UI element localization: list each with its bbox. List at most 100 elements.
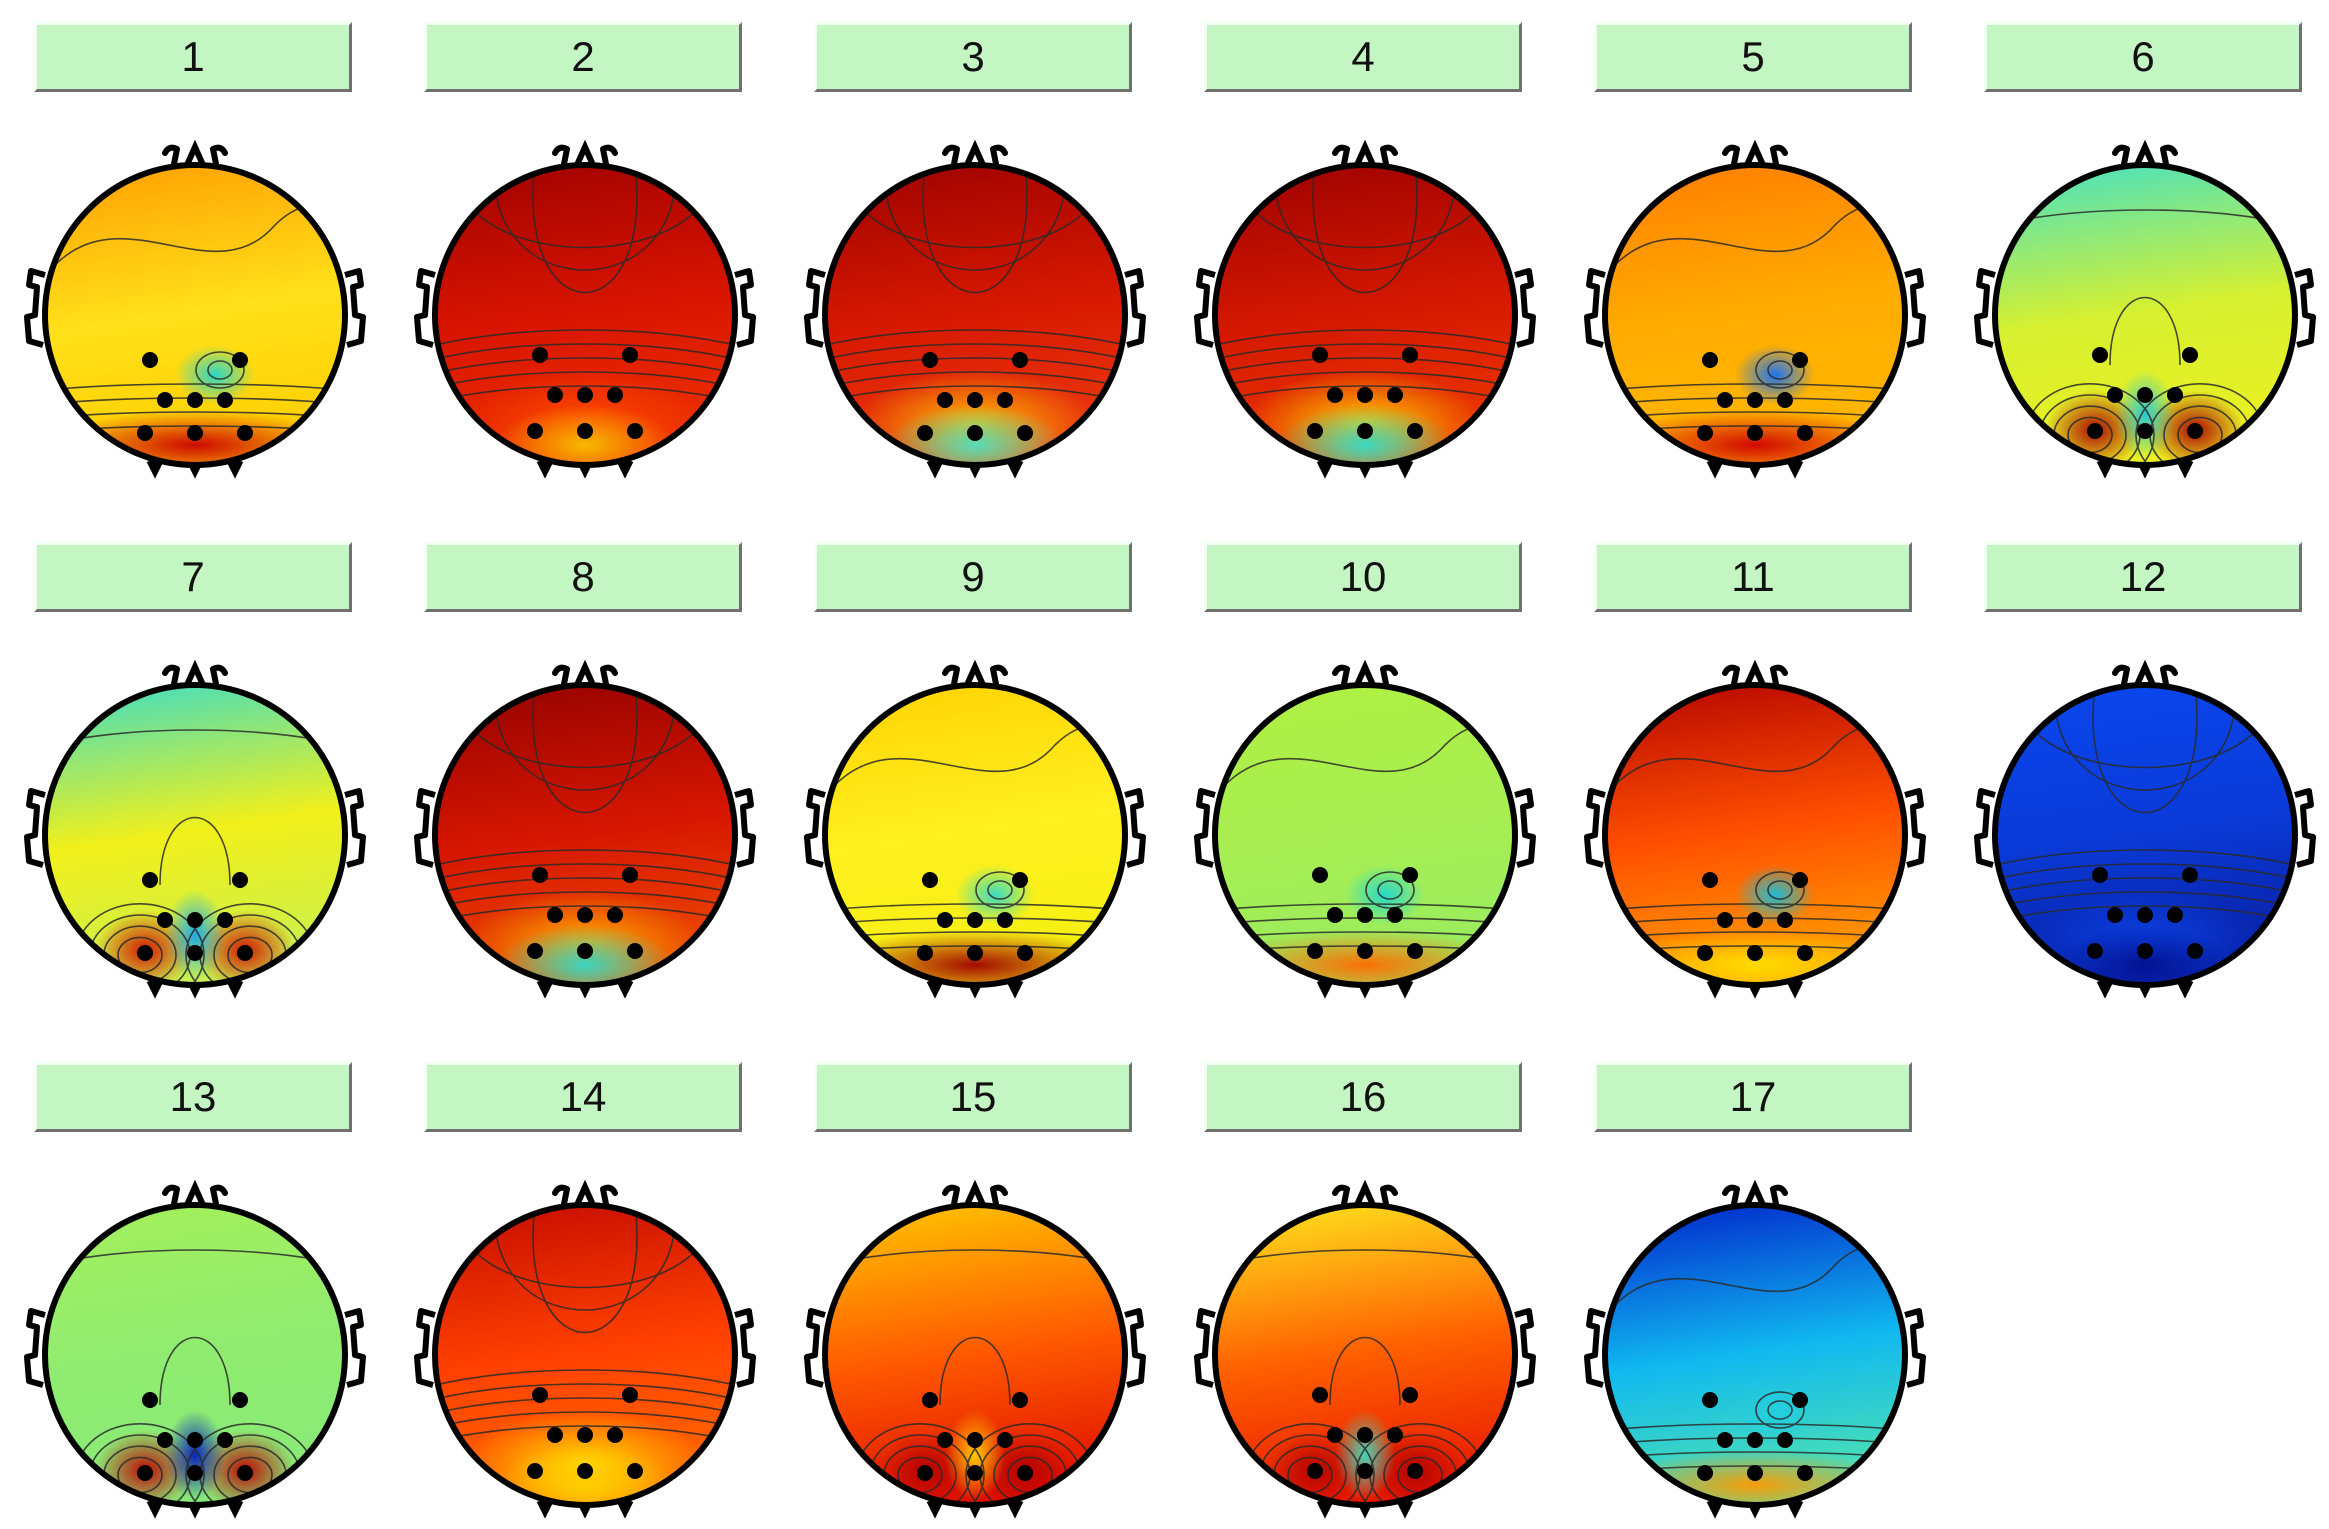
topographic-map xyxy=(804,139,1146,479)
electrode-marker xyxy=(2087,943,2103,959)
electrode-marker xyxy=(577,1463,593,1479)
right-ear-icon xyxy=(1514,788,1536,868)
electrode-marker xyxy=(532,347,548,363)
left-ear-icon xyxy=(1584,268,1606,348)
electrode-marker xyxy=(1747,425,1763,441)
head-outline xyxy=(432,162,738,468)
left-ear-icon xyxy=(414,1308,436,1388)
component-label-button[interactable]: 9 xyxy=(814,542,1132,612)
electrode-marker xyxy=(622,1387,638,1403)
electrode-marker xyxy=(1357,423,1373,439)
electrode-marker xyxy=(1697,1465,1713,1481)
electrode-marker xyxy=(577,907,593,923)
component-cell: 8 xyxy=(390,520,780,999)
electrode-marker xyxy=(1402,1387,1418,1403)
component-label-button[interactable]: 2 xyxy=(424,22,742,92)
right-ear-icon xyxy=(1124,268,1146,348)
electrode-marker xyxy=(2137,423,2153,439)
electrode-marker xyxy=(1012,872,1028,888)
electrode-marker xyxy=(2107,907,2123,923)
component-label-button[interactable]: 12 xyxy=(1984,542,2302,612)
electrode-marker xyxy=(2182,867,2198,883)
left-ear-icon xyxy=(414,788,436,868)
component-label-button[interactable]: 10 xyxy=(1204,542,1522,612)
electrode-marker xyxy=(2187,423,2203,439)
electrode-marker xyxy=(1702,872,1718,888)
right-ear-icon xyxy=(1904,268,1926,348)
electrode-marker xyxy=(577,423,593,439)
electrode-marker xyxy=(137,425,153,441)
component-label-button[interactable]: 16 xyxy=(1204,1062,1522,1132)
electrode-marker xyxy=(577,387,593,403)
electrode-marker xyxy=(187,392,203,408)
component-label-button[interactable]: 14 xyxy=(424,1062,742,1132)
electrode-marker xyxy=(1357,907,1373,923)
electrode-marker xyxy=(2137,907,2153,923)
component-cell: 14 xyxy=(390,1040,780,1519)
electrode-marker xyxy=(232,1392,248,1408)
electrode-marker xyxy=(1357,1427,1373,1443)
electrode-marker xyxy=(1327,1427,1343,1443)
electrode-marker xyxy=(217,1432,233,1448)
electrode-marker xyxy=(1797,425,1813,441)
electrode-marker xyxy=(187,1432,203,1448)
component-label-button[interactable]: 1 xyxy=(34,22,352,92)
electrode-marker xyxy=(1702,352,1718,368)
left-ear-icon xyxy=(1584,1308,1606,1388)
component-label-button[interactable]: 3 xyxy=(814,22,1132,92)
electrode-marker xyxy=(967,392,983,408)
component-label-button[interactable]: 11 xyxy=(1594,542,1912,612)
electrode-marker xyxy=(1327,907,1343,923)
electrode-marker xyxy=(1747,912,1763,928)
electrode-marker xyxy=(532,1387,548,1403)
component-label-button[interactable]: 7 xyxy=(34,542,352,612)
nose-icon xyxy=(162,139,228,172)
topographic-map xyxy=(24,1179,366,1519)
head-outline xyxy=(822,162,1128,468)
topographic-map xyxy=(1194,659,1536,999)
right-ear-icon xyxy=(344,268,366,348)
topographic-map xyxy=(414,1179,756,1519)
component-label-button[interactable]: 13 xyxy=(34,1062,352,1132)
electrode-marker xyxy=(2087,423,2103,439)
electrode-marker xyxy=(1747,1465,1763,1481)
head-outline xyxy=(1212,1202,1518,1508)
component-label-button[interactable]: 5 xyxy=(1594,22,1912,92)
topographic-map xyxy=(1584,659,1926,999)
head-outline xyxy=(822,682,1128,988)
electrode-marker xyxy=(922,352,938,368)
component-label-button[interactable]: 17 xyxy=(1594,1062,1912,1132)
component-label-button[interactable]: 4 xyxy=(1204,22,1522,92)
electrode-marker xyxy=(627,1463,643,1479)
component-label-button[interactable]: 8 xyxy=(424,542,742,612)
electrode-marker xyxy=(1792,1392,1808,1408)
electrode-marker xyxy=(922,872,938,888)
nose-icon xyxy=(552,1179,618,1212)
right-ear-icon xyxy=(1124,1308,1146,1388)
nose-icon xyxy=(2112,139,2178,172)
electrode-marker xyxy=(217,392,233,408)
component-label-button[interactable]: 15 xyxy=(814,1062,1132,1132)
head-outline xyxy=(1992,682,2298,988)
component-cell: 5 xyxy=(1560,0,1950,479)
left-ear-icon xyxy=(24,268,46,348)
electrode-marker xyxy=(967,1432,983,1448)
topographic-map xyxy=(804,659,1146,999)
nose-icon xyxy=(552,659,618,692)
electrode-marker xyxy=(1307,943,1323,959)
nose-icon xyxy=(1722,139,1788,172)
nose-icon xyxy=(162,659,228,692)
topographic-map xyxy=(804,1179,1146,1519)
topographic-map xyxy=(1584,139,1926,479)
nose-icon xyxy=(552,139,618,172)
electrode-marker xyxy=(2092,347,2108,363)
left-ear-icon xyxy=(24,1308,46,1388)
component-label-button[interactable]: 6 xyxy=(1984,22,2302,92)
electrode-marker xyxy=(937,912,953,928)
electrode-marker xyxy=(1312,867,1328,883)
topographic-map xyxy=(1974,139,2316,479)
electrode-marker xyxy=(1747,1432,1763,1448)
electrode-marker xyxy=(622,347,638,363)
electrode-marker xyxy=(142,872,158,888)
electrode-marker xyxy=(547,1427,563,1443)
